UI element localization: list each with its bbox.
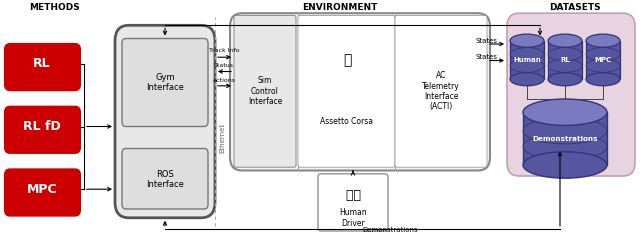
- Ellipse shape: [548, 59, 582, 72]
- Ellipse shape: [523, 117, 607, 144]
- Text: Status: Status: [214, 63, 234, 68]
- FancyBboxPatch shape: [507, 13, 635, 176]
- FancyBboxPatch shape: [318, 174, 388, 231]
- FancyBboxPatch shape: [122, 149, 208, 209]
- Ellipse shape: [510, 59, 544, 72]
- Text: 🧑‍🦯: 🧑‍🦯: [346, 189, 360, 202]
- Ellipse shape: [510, 73, 544, 86]
- Text: RL: RL: [560, 57, 570, 63]
- Text: 🏎: 🏎: [343, 53, 351, 68]
- Text: States: States: [475, 54, 497, 60]
- Ellipse shape: [510, 48, 544, 61]
- Text: Demonstrations: Demonstrations: [362, 227, 418, 233]
- FancyBboxPatch shape: [395, 15, 487, 167]
- Text: Assetto Corsa: Assetto Corsa: [321, 116, 374, 126]
- Ellipse shape: [548, 34, 582, 47]
- FancyBboxPatch shape: [5, 169, 80, 216]
- Text: MPC: MPC: [595, 57, 612, 63]
- Ellipse shape: [548, 48, 582, 61]
- Text: Gym
Interface: Gym Interface: [146, 73, 184, 92]
- Ellipse shape: [523, 99, 607, 125]
- Polygon shape: [586, 41, 620, 79]
- Text: Actions: Actions: [212, 77, 236, 83]
- FancyBboxPatch shape: [5, 107, 80, 153]
- Text: MPC: MPC: [27, 183, 58, 196]
- FancyBboxPatch shape: [5, 44, 80, 90]
- Text: ENVIRONMENT: ENVIRONMENT: [302, 3, 378, 12]
- Text: ROS
Interface: ROS Interface: [146, 170, 184, 189]
- Text: Sim
Control
Interface: Sim Control Interface: [248, 76, 282, 106]
- Polygon shape: [523, 112, 607, 165]
- FancyBboxPatch shape: [122, 38, 208, 127]
- Text: RL fD: RL fD: [23, 120, 61, 133]
- Text: Human: Human: [513, 57, 541, 63]
- FancyBboxPatch shape: [234, 15, 296, 167]
- Text: Track Info: Track Info: [209, 48, 239, 53]
- Polygon shape: [548, 41, 582, 79]
- Ellipse shape: [586, 73, 620, 86]
- FancyBboxPatch shape: [115, 25, 215, 218]
- Ellipse shape: [510, 34, 544, 47]
- Text: Demonstrations: Demonstrations: [532, 136, 598, 142]
- Text: RL: RL: [33, 57, 51, 70]
- Text: AC
Telemetry
Interface
(ACTI): AC Telemetry Interface (ACTI): [422, 71, 460, 111]
- Text: Ethernet: Ethernet: [219, 122, 225, 152]
- Ellipse shape: [586, 48, 620, 61]
- Ellipse shape: [523, 152, 607, 178]
- FancyBboxPatch shape: [230, 13, 490, 171]
- Text: DATASETS: DATASETS: [549, 3, 601, 12]
- Ellipse shape: [586, 59, 620, 72]
- Polygon shape: [510, 41, 544, 79]
- Ellipse shape: [523, 133, 607, 160]
- Ellipse shape: [548, 73, 582, 86]
- Text: States: States: [475, 38, 497, 44]
- FancyBboxPatch shape: [298, 15, 395, 167]
- Text: Human
Driver: Human Driver: [339, 208, 367, 227]
- Text: METHODS: METHODS: [29, 3, 81, 12]
- Ellipse shape: [586, 34, 620, 47]
